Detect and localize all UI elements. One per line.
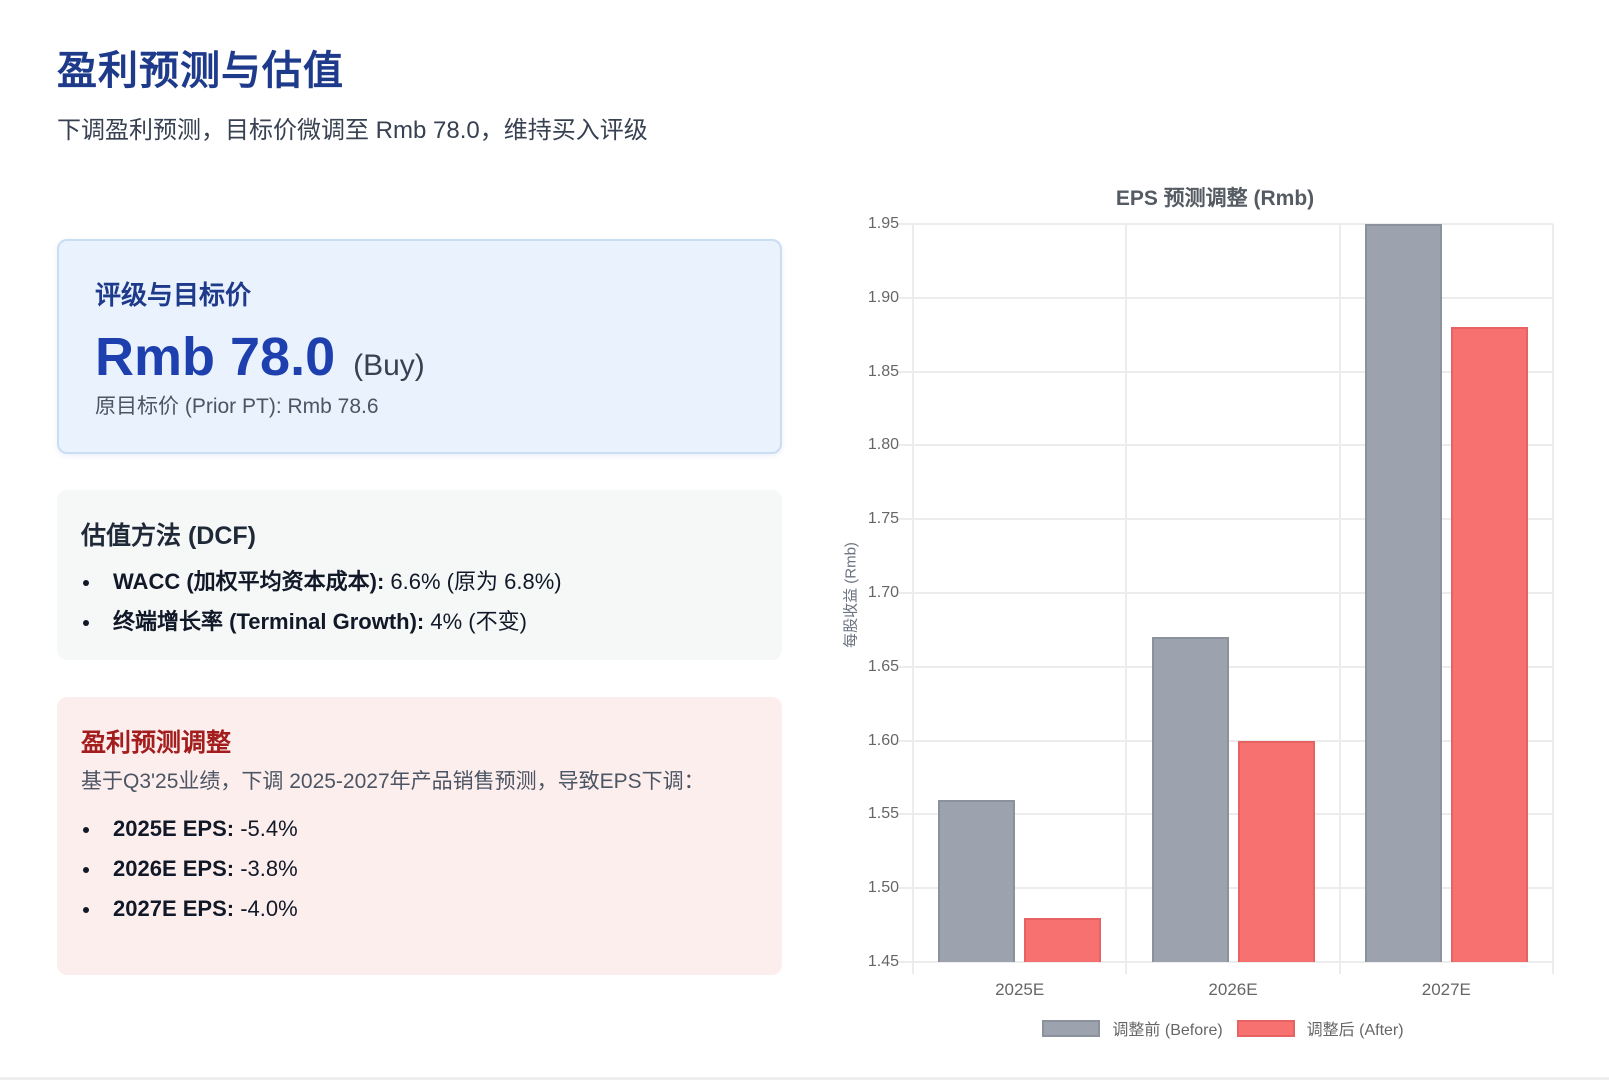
eps-item-label: 2025E EPS: (113, 816, 235, 841)
gridline-vertical (1338, 224, 1341, 974)
eps-item-2025: 2025E EPS: -5.4% (81, 809, 782, 849)
x-tick-label: 2025E (995, 980, 1045, 999)
gridline-vertical (1125, 224, 1128, 974)
y-tick-label: 1.65 (867, 657, 899, 675)
legend-item-before[interactable]: 调整前 (Before) (1042, 1016, 1223, 1040)
chart-legend: 调整前 (Before) 调整后 (After) (828, 1016, 1609, 1040)
bar-after-2025e[interactable] (1024, 917, 1102, 962)
eps-item-label: 2026E EPS: (113, 856, 235, 881)
bottom-divider (0, 1077, 1609, 1080)
gridline-horizontal (899, 444, 1553, 447)
page-subtitle: 下调盈利预测，目标价微调至 Rmb 78.0，维持买入评级 (57, 117, 648, 144)
eps-item-2027: 2027E EPS: -4.0% (81, 889, 782, 929)
gridline-horizontal (899, 370, 1553, 373)
eps-item-value: -4.0% (234, 896, 298, 921)
gridline-vertical (1552, 224, 1554, 974)
eps-description: 基于Q3'25业绩，下调 2025-2027年产品销售预测，导致EPS下调： (81, 770, 705, 793)
eps-item-value: -3.8% (234, 856, 298, 881)
rating-price-row: Rmb 78.0 (Buy) (95, 326, 780, 388)
eps-item-2026: 2026E EPS: -3.8% (81, 849, 782, 889)
legend-item-after[interactable]: 调整后 (After) (1236, 1016, 1404, 1040)
bar-after-2026e[interactable] (1237, 740, 1315, 962)
y-tick-label: 1.80 (867, 436, 899, 454)
gridline-horizontal (899, 518, 1553, 521)
dcf-item-terminal-growth: 终端增长率 (Terminal Growth): 4% (不变) (81, 602, 782, 642)
eps-chart: EPS 预测调整 (Rmb) 每股收益 (Rmb) 1.95 1.90 1.85 1.… (820, 170, 1609, 1050)
chart-title: EPS 预测调整 (Rmb) (1115, 187, 1315, 210)
eps-heading: 盈利预测调整 (81, 729, 232, 757)
legend-label: 调整前 (Before) (1112, 1022, 1223, 1039)
bar-before-2027e[interactable] (1364, 224, 1442, 962)
y-tick-label: 1.60 (867, 731, 899, 749)
y-tick-label: 1.85 (867, 362, 899, 380)
bar-before-2026e[interactable] (1151, 637, 1229, 962)
dcf-item-label: 终端增长率 (Terminal Growth): (113, 609, 425, 634)
dcf-item-wacc: WACC (加权平均资本成本): 6.6% (原为 6.8%) (81, 562, 782, 602)
dcf-list: WACC (加权平均资本成本): 6.6% (原为 6.8%) 终端增长率 (T… (81, 562, 782, 642)
plot-area: 1.95 1.90 1.85 1.80 1.75 1.70 1.65 1.60 1.55 1.50… (868, 215, 1554, 999)
rating-card: 评级与目标价 Rmb 78.0 (Buy) 原目标价 (Prior PT): R… (57, 239, 782, 454)
dcf-card: 估值方法 (DCF) WACC (加权平均资本成本): 6.6% (原为 6.8… (57, 490, 782, 660)
y-tick-label: 1.50 (867, 879, 899, 897)
bar-after-2027e[interactable] (1450, 327, 1528, 962)
dcf-item-value: 4% (不变) (424, 609, 527, 634)
y-tick-label: 1.90 (867, 288, 899, 306)
y-tick-label: 1.95 (867, 215, 899, 232)
y-tick-label: 1.45 (867, 953, 899, 970)
y-tick-label: 1.70 (867, 584, 899, 601)
eps-item-value: -5.4% (234, 816, 298, 841)
dcf-item-value: 6.6% (原为 6.8%) (384, 569, 562, 594)
rating-label: 评级与目标价 (95, 280, 252, 310)
legend-label: 调整后 (After) (1306, 1022, 1404, 1039)
dcf-item-label: WACC (加权平均资本成本): (113, 569, 385, 594)
bar-before-2025e[interactable] (938, 799, 1016, 962)
y-tick-label: 1.75 (867, 510, 899, 528)
page-title: 盈利预测与估值 (57, 49, 344, 93)
eps-item-label: 2027E EPS: (113, 896, 235, 921)
gridline-horizontal (899, 961, 1553, 963)
gridline-horizontal (899, 223, 1553, 225)
eps-list: 2025E EPS: -5.4% 2026E EPS: -3.8% 2027E … (81, 809, 782, 929)
eps-adjustment-card: 盈利预测调整 基于Q3'25业绩，下调 2025-2027年产品销售预测，导致E… (57, 697, 782, 975)
rating-verdict: (Buy) (353, 349, 425, 382)
gridline-horizontal (899, 296, 1553, 299)
legend-swatch (1042, 1019, 1101, 1037)
gridline-horizontal (899, 592, 1553, 594)
dcf-heading: 估值方法 (DCF) (81, 522, 256, 550)
target-price: Rmb 78.0 (95, 327, 336, 387)
legend-swatch (1236, 1019, 1295, 1037)
y-tick-label: 1.55 (867, 805, 899, 823)
gridline-vertical (912, 224, 914, 974)
prior-target-price: 原目标价 (Prior PT): Rmb 78.6 (95, 395, 379, 418)
x-tick-label: 2027E (1421, 980, 1471, 999)
x-tick-label: 2026E (1208, 980, 1258, 999)
y-axis-label-text: 每股收益 (Rmb) (842, 542, 860, 648)
